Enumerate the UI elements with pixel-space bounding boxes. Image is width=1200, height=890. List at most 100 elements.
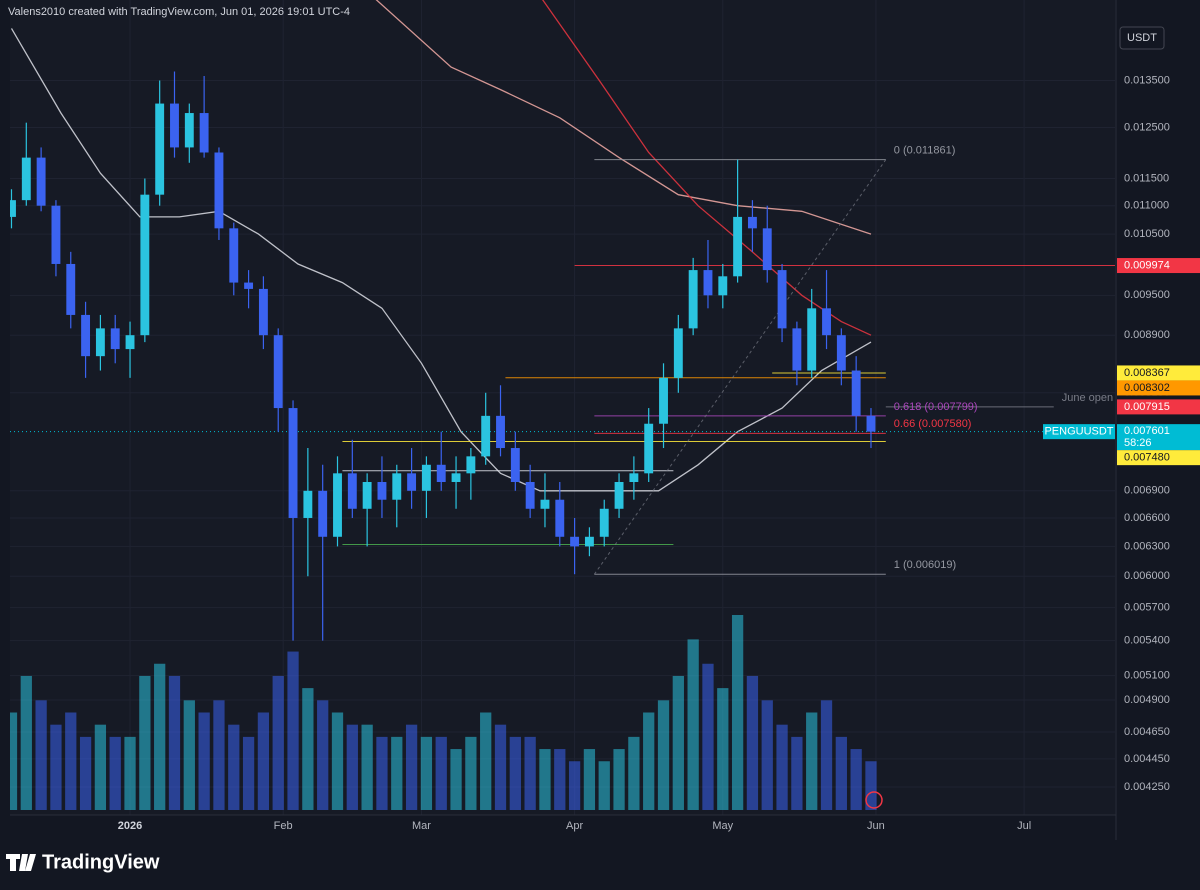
last-price-label: 0.007601 [1124,425,1170,437]
volume-bar [450,749,462,810]
candle-body [273,335,283,409]
candle-body [229,228,239,283]
y-tick-label: 0.006000 [1124,570,1170,582]
y-tick-label: 0.005700 [1124,601,1170,613]
candle-body [36,157,46,206]
candle-body [21,157,31,201]
candle-body [836,335,846,371]
volume-bar [287,651,299,810]
volume-bar [746,675,759,810]
candle-body [570,536,580,547]
volume-bar [628,736,640,810]
symbol: PENGUUSDT [1044,426,1113,438]
brand: TradingView [42,851,160,873]
candle-body [555,499,565,537]
y-tick-label: 0.013500 [1124,74,1170,86]
candle-body [851,370,861,416]
candle-body [510,448,520,482]
candle-body [436,464,446,482]
x-tick-label: Jun [867,820,885,832]
volume-bar [480,712,492,810]
candle-body [599,508,609,537]
symbol-badge [1043,424,1115,440]
volume-bar [791,736,803,810]
candle-body [688,270,698,329]
y-tick-label: 0.009500 [1124,289,1170,301]
level-label: 0 (0.011861) [894,145,956,157]
volume-bar [35,700,47,810]
y-tick-label: 0.011500 [1124,172,1169,184]
candle-body [659,377,668,424]
volume-bar [272,675,284,810]
price-badge [1117,380,1200,396]
volume-bar [420,736,433,810]
candle-body [288,408,298,518]
plot-area [10,0,1115,815]
candle-body [807,308,817,371]
level-label: June open [1062,392,1113,404]
price-badge-label: 0.008302 [1124,382,1170,394]
volume-bar [687,639,699,810]
moving-average [542,0,872,336]
candle-body [184,113,194,148]
y-tick-label: 0.004650 [1124,726,1170,738]
volume-bar [583,749,596,810]
volume-bar [198,712,210,810]
volume-bar [539,749,551,810]
candle-body [95,328,105,357]
price-badge-label: 0.007480 [1124,452,1170,464]
price-badge [1117,258,1200,274]
candle-body [347,473,357,509]
volume-bar [435,736,447,810]
volume-bar [643,712,655,810]
volume-bar [820,700,833,810]
volume-bar [346,724,358,810]
volume-bar [10,712,18,810]
fib-trend [593,159,887,575]
currency[interactable]: USDT [1127,32,1157,44]
candle-body [481,415,491,457]
candle-body [822,308,831,336]
x-tick-label: Feb [274,820,293,832]
volume-bar [717,688,729,810]
currency-box[interactable] [1119,26,1165,50]
candle-body [303,490,313,518]
volume-bar [331,712,344,810]
candle-body [614,481,624,509]
alert-icon[interactable] [865,791,883,809]
volume-bar [702,663,714,810]
moving-average [10,28,872,492]
volume-bar [50,724,62,810]
level-label: 0.66 (0.007580) [894,418,972,430]
price-badge-label: 0.009974 [1124,259,1170,271]
moving-average [375,0,872,235]
y-tick-label: 0.006900 [1124,485,1170,497]
x-tick-label: May [712,820,733,832]
volume-bar [731,615,744,810]
volume-bar [494,724,507,810]
y-tick-label: 0.004900 [1124,694,1170,706]
candle-body [747,216,757,229]
volume-bar [228,724,240,810]
volume-bar [776,724,788,810]
candle-body [733,216,743,277]
candle-body [466,456,476,474]
volume-bar [613,749,625,810]
price-badge-label: 0.008367 [1124,367,1170,379]
volume-bar [79,736,92,810]
volume-bar [465,736,477,810]
x-tick-label: Jul [1017,820,1031,832]
candle-body [421,464,431,491]
candle-body [362,481,372,509]
volume-bar [139,675,151,810]
volume-bar [672,675,684,810]
volume-bar [20,675,32,810]
volume-bar [509,736,521,810]
y-tick-label: 0.005100 [1124,669,1170,681]
volume-bar [850,749,862,810]
candle-body [258,288,268,336]
y-tick-label: 0.005400 [1124,635,1170,647]
candle-body [140,194,150,336]
candle-body [81,314,91,357]
